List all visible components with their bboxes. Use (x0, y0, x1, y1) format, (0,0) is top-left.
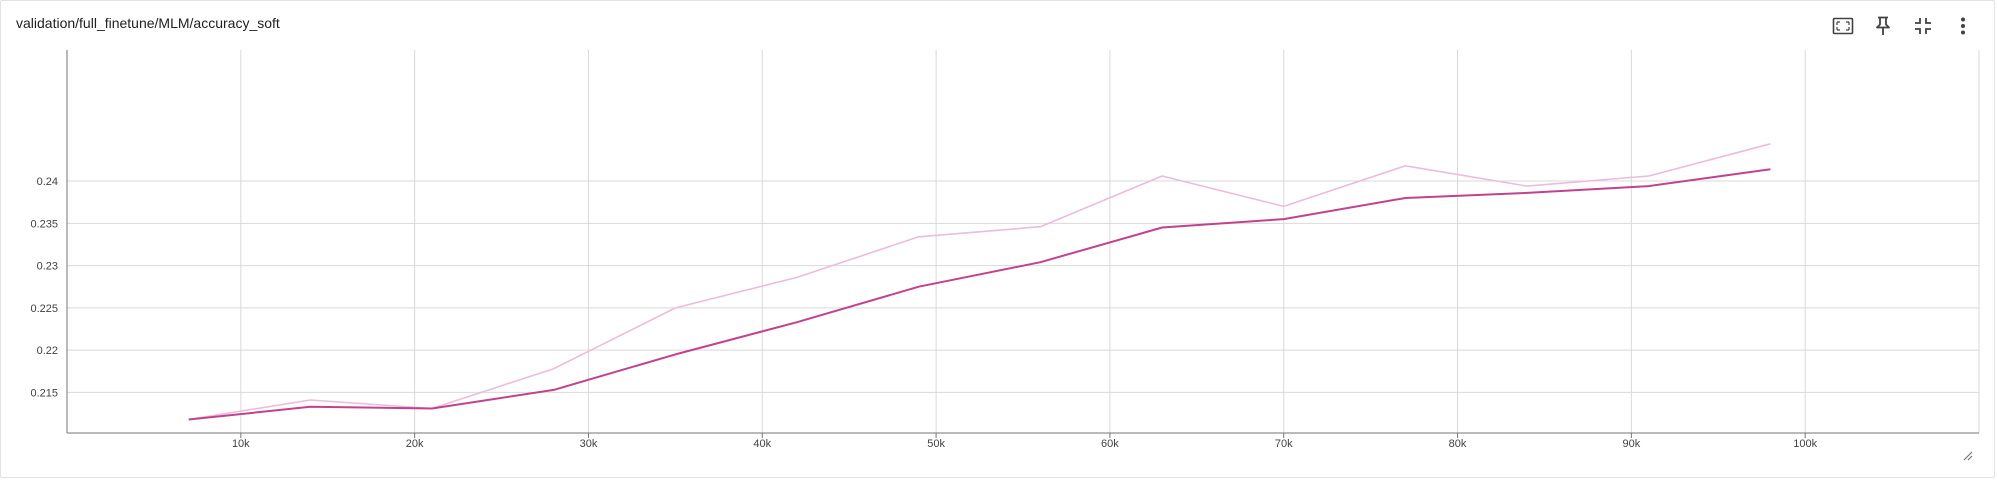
x-tick-label: 10k (232, 438, 250, 450)
y-tick-label: 0.225 (30, 303, 58, 315)
x-tick-label: 20k (406, 438, 424, 450)
more-vert-icon (1961, 17, 1965, 35)
raw-series-line[interactable] (188, 143, 1771, 421)
x-tick-label: 40k (753, 438, 771, 450)
pin-button[interactable] (1870, 13, 1896, 39)
x-tick-label: 30k (580, 438, 598, 450)
chart-title: validation/full_finetune/MLM/accuracy_so… (16, 15, 280, 31)
collapse-button[interactable] (1910, 13, 1936, 39)
y-tick-label: 0.23 (37, 261, 58, 273)
axes (66, 50, 1979, 438)
x-tick-label: 50k (927, 438, 945, 450)
x-tick-label: 90k (1622, 438, 1640, 450)
more-menu-button[interactable] (1950, 13, 1976, 39)
card-toolbar (1830, 13, 1976, 39)
y-tick-label: 0.22 (37, 345, 58, 357)
x-tick-label: 60k (1101, 438, 1119, 450)
series-group (188, 143, 1771, 421)
y-tick-label: 0.235 (30, 218, 58, 230)
y-tick-labels: 0.215 0.22 0.225 0.23 0.235 0.24 (30, 176, 58, 399)
resize-handle-icon[interactable] (1963, 451, 1973, 461)
collapse-icon (1915, 18, 1931, 34)
x-tick-label: 80k (1449, 438, 1467, 450)
x-tick-labels: 10k 20k 30k 40k 50k 60k 70k 80k 90k 100k (232, 438, 1818, 450)
fit-domain-icon (1832, 17, 1854, 35)
y-tick-label: 0.24 (37, 176, 58, 188)
fit-domain-button[interactable] (1830, 13, 1856, 39)
y-gridlines (67, 180, 1979, 393)
x-tick-label: 100k (1793, 438, 1817, 450)
smoothed-series-line[interactable] (188, 168, 1771, 421)
pin-icon (1876, 16, 1890, 35)
x-gridlines (240, 50, 1980, 433)
x-tick-label: 70k (1275, 438, 1293, 450)
y-tick-label: 0.215 (30, 387, 58, 399)
